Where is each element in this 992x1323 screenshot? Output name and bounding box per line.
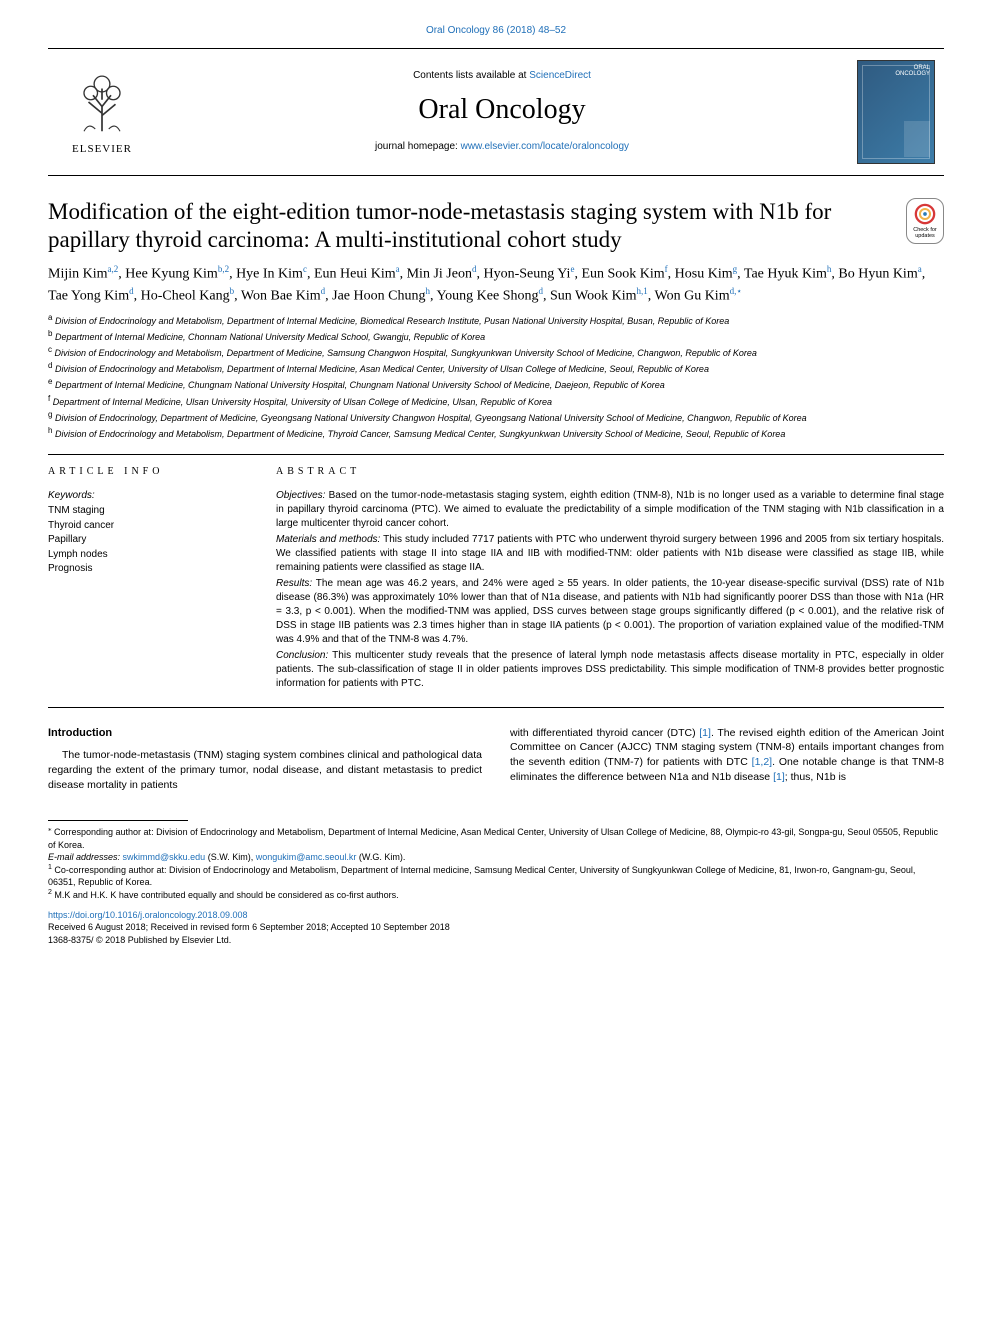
crossmark-icon <box>914 203 936 225</box>
introduction-heading: Introduction <box>48 726 482 741</box>
affiliation: b Department of Internal Medicine, Chonn… <box>48 329 944 343</box>
email-link-2[interactable]: wongukim@amc.seoul.kr <box>256 852 357 862</box>
keyword: Thyroid cancer <box>48 519 248 534</box>
publisher-logo-block: ELSEVIER <box>48 49 156 175</box>
abstract-paragraph: Materials and methods: This study includ… <box>276 533 944 575</box>
abstract-heading: ABSTRACT <box>276 465 944 479</box>
introduction-right-para: with differentiated thyroid cancer (DTC)… <box>510 726 944 785</box>
copyright-line: 1368-8375/ © 2018 Published by Elsevier … <box>48 934 944 946</box>
affiliation: c Division of Endocrinology and Metaboli… <box>48 345 944 359</box>
co-corresponding-note: 1 Co-corresponding author at: Division o… <box>48 863 944 888</box>
sciencedirect-link[interactable]: ScienceDirect <box>529 70 591 81</box>
keyword: Prognosis <box>48 562 248 577</box>
equal-contribution-note: 2 M.K and H.K. K have contributed equall… <box>48 888 944 901</box>
keyword: Papillary <box>48 533 248 548</box>
abstract-paragraph: Results: The mean age was 46.2 years, an… <box>276 577 944 647</box>
affiliation: f Department of Internal Medicine, Ulsan… <box>48 394 944 408</box>
introduction-left-para: The tumor-node-metastasis (TNM) staging … <box>48 748 482 792</box>
affiliation: a Division of Endocrinology and Metaboli… <box>48 313 944 327</box>
corresponding-author-note: ⁎ Corresponding author at: Division of E… <box>48 825 944 850</box>
top-citation: Oral Oncology 86 (2018) 48–52 <box>48 24 944 38</box>
journal-homepage-link[interactable]: www.elsevier.com/locate/oraloncology <box>461 141 629 152</box>
affiliation: e Department of Internal Medicine, Chung… <box>48 377 944 391</box>
divider <box>48 454 944 455</box>
email-addresses-line: E-mail addresses: swkimmd@skku.edu (S.W.… <box>48 851 944 863</box>
journal-cover-block: ORALONCOLOGY <box>848 49 944 175</box>
keywords-label: Keywords: <box>48 489 248 503</box>
affiliation: d Division of Endocrinology and Metaboli… <box>48 361 944 375</box>
divider <box>48 707 944 708</box>
footnotes-rule <box>48 820 188 821</box>
citation-link[interactable]: Oral Oncology 86 (2018) 48–52 <box>426 25 566 36</box>
abstract-paragraph: Conclusion: This multicenter study revea… <box>276 649 944 691</box>
elsevier-tree-icon <box>68 66 136 138</box>
affiliation: g Division of Endocrinology, Department … <box>48 410 944 424</box>
journal-masthead: ELSEVIER Contents lists available at Sci… <box>48 48 944 176</box>
abstract-paragraph: Objectives: Based on the tumor-node-meta… <box>276 489 944 531</box>
crossmark-badge[interactable]: Check forupdates <box>906 198 944 244</box>
keywords-list: TNM stagingThyroid cancerPapillaryLymph … <box>48 504 248 577</box>
author-list: Mijin Kima,2, Hee Kyung Kimb,2, Hye In K… <box>48 263 944 307</box>
crossmark-text: Check forupdates <box>913 227 937 239</box>
keyword: TNM staging <box>48 504 248 519</box>
masthead-center: Contents lists available at ScienceDirec… <box>156 49 848 175</box>
keyword: Lymph nodes <box>48 548 248 563</box>
received-dates: Received 6 August 2018; Received in revi… <box>48 921 944 933</box>
contents-available-line: Contents lists available at ScienceDirec… <box>413 69 591 83</box>
journal-name: Oral Oncology <box>418 91 585 129</box>
article-info-heading: ARTICLE INFO <box>48 465 248 479</box>
publisher-name: ELSEVIER <box>72 142 132 157</box>
doi-link[interactable]: https://doi.org/10.1016/j.oraloncology.2… <box>48 909 944 921</box>
affiliation: h Division of Endocrinology and Metaboli… <box>48 426 944 440</box>
citation-ref-1[interactable]: [1] <box>699 727 711 739</box>
journal-cover-thumbnail: ORALONCOLOGY <box>857 60 935 164</box>
email-link-1[interactable]: swkimmd@skku.edu <box>123 852 206 862</box>
citation-ref-1b[interactable]: [1] <box>773 771 785 783</box>
journal-homepage-line: journal homepage: www.elsevier.com/locat… <box>375 140 629 154</box>
article-title: Modification of the eight-edition tumor-… <box>48 198 886 256</box>
footnotes: ⁎ Corresponding author at: Division of E… <box>48 825 944 901</box>
citation-ref-1-2[interactable]: [1,2] <box>752 756 772 768</box>
